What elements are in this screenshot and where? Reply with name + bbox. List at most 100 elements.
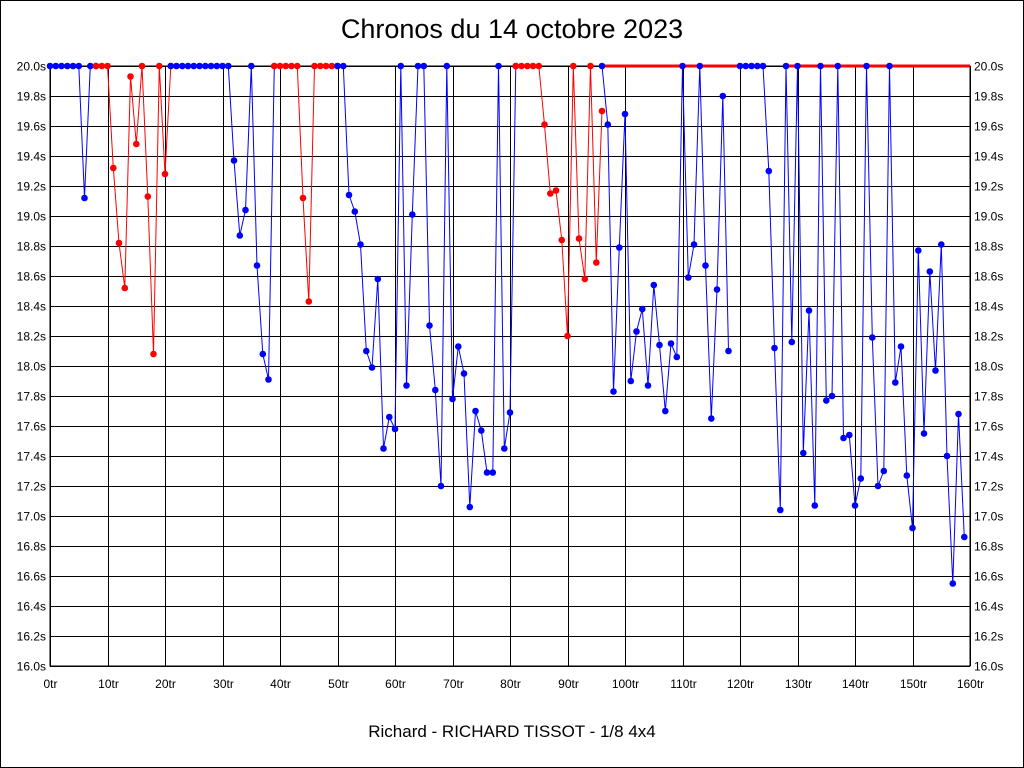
y-tick-label-right: 17.4s [974,450,1003,464]
data-point [535,62,543,70]
data-point [892,379,899,386]
y-tick-label-left: 18.0s [17,360,46,374]
data-point [58,62,65,70]
data-point [823,397,830,404]
data-point [765,167,773,175]
data-point [242,206,249,214]
data-point [610,388,617,395]
y-tick-label-left: 16.2s [17,630,46,644]
data-point [374,275,382,283]
y-tick-label-left: 19.0s [17,210,46,224]
x-tick-label: 140tr [842,677,869,691]
data-point [897,343,905,350]
y-tick-label-left: 16.0s [17,660,46,674]
y-tick-label-right: 19.2s [974,180,1003,194]
x-tick-label: 60tr [385,677,406,691]
y-tick-label-right: 16.0s [974,660,1003,674]
x-tick-label: 20tr [155,677,176,691]
x-tick-label: 70tr [443,677,464,691]
data-point [633,328,640,335]
data-point [909,524,916,532]
data-point [288,62,295,70]
data-point [575,235,583,242]
data-point [115,239,123,247]
data-point [449,395,456,403]
y-tick-label-left: 18.2s [17,330,46,344]
y-tick-label-left: 19.4s [17,150,46,164]
y-tick-label-right: 16.8s [974,540,1003,554]
data-point [759,62,767,70]
data-point [644,382,652,389]
data-point [219,62,226,70]
data-point [564,332,571,340]
data-point [840,434,847,442]
data-point [322,62,330,70]
y-tick-label-left: 16.6s [17,570,46,584]
y-tick-label-right: 19.6s [974,120,1003,134]
data-point [403,382,410,389]
data-point [207,62,215,70]
data-point [748,62,755,70]
x-tick-label: 40tr [270,677,291,691]
data-point [363,347,370,355]
data-point [742,62,750,70]
data-point [426,322,433,329]
data-point [943,452,951,460]
data-point [587,62,594,70]
x-tick-label: 150tr [900,677,927,691]
data-point [667,340,675,347]
data-point [880,467,888,475]
data-point [311,62,318,70]
y-tick-label-right: 18.0s [974,360,1003,374]
x-tick-label: 130tr [785,677,812,691]
data-point [512,62,520,70]
data-point [800,449,807,457]
data-point [127,73,134,80]
data-point [777,506,784,514]
series-line [96,65,172,355]
data-point [443,62,451,70]
data-point [478,427,485,434]
data-point [552,187,560,194]
data-point [144,193,152,200]
data-point [495,62,502,70]
data-point [98,62,106,70]
data-point [920,430,928,437]
y-tick-label-right: 17.0s [974,510,1003,524]
data-point [248,62,255,70]
data-point [46,62,54,70]
data-point [294,62,301,70]
grid-layer [49,65,971,667]
y-tick-label-left: 16.8s [17,540,46,554]
data-point [110,164,117,172]
data-point [489,469,497,476]
data-point [547,190,554,197]
data-point [391,425,399,433]
x-tick-label: 50tr [328,677,349,691]
data-point [386,413,393,421]
y-tick-label-right: 16.6s [974,570,1003,584]
x-tick-label: 30tr [213,677,234,691]
data-point [673,353,681,361]
data-point [92,62,100,70]
y-tick-label-right: 18.4s [974,300,1003,314]
x-tick-label: 10tr [98,677,119,691]
data-point [754,62,761,70]
data-point [253,262,261,269]
data-point [409,211,416,218]
y-tick-label-left: 17.2s [17,480,46,494]
data-point [420,62,428,70]
data-point [719,92,727,100]
data-point [863,62,870,70]
data-point [529,62,537,70]
data-point [518,62,525,70]
data-point [874,482,882,490]
data-point [915,247,922,254]
y-tick-label-left: 19.8s [17,90,46,104]
chart-title: Chronos du 14 octobre 2023 [340,14,684,44]
y-tick-label-left: 18.8s [17,240,46,254]
y-tick-label-right: 18.8s [974,240,1003,254]
y-tick-label-right: 16.4s [974,600,1003,614]
data-point [662,407,669,415]
